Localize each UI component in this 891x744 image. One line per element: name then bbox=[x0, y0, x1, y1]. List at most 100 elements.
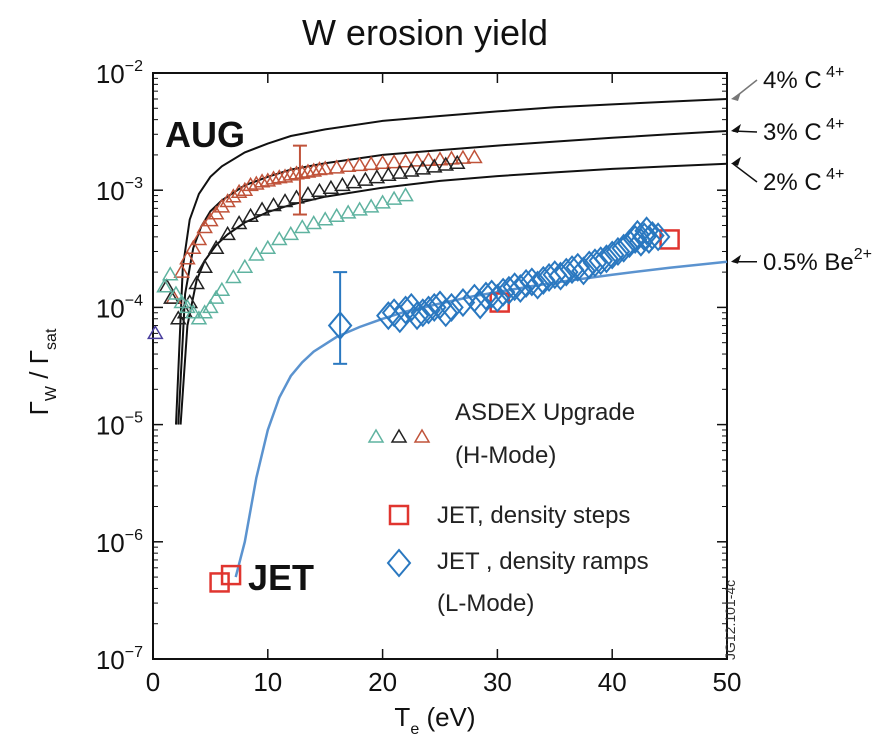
curve-label: 4% C 4+ bbox=[763, 64, 844, 94]
diamond-marker bbox=[640, 221, 665, 251]
triangle-marker bbox=[305, 214, 323, 230]
triangle-marker bbox=[282, 166, 300, 181]
triangle-marker bbox=[351, 201, 368, 216]
diamond-marker bbox=[548, 261, 573, 291]
triangle-marker bbox=[156, 278, 173, 293]
triangle-marker bbox=[236, 258, 254, 274]
curve-leader-arrowhead bbox=[731, 123, 741, 133]
curve-leader-arrowhead bbox=[731, 254, 741, 264]
diamond-marker bbox=[439, 292, 464, 322]
triangle-marker bbox=[362, 155, 380, 171]
triangle-marker bbox=[184, 239, 202, 254]
triangle-marker bbox=[339, 157, 357, 173]
triangle-marker bbox=[402, 162, 420, 177]
triangle-marker bbox=[219, 193, 236, 208]
legend-asdex-mode: (H-Mode) bbox=[455, 442, 556, 469]
triangle-marker bbox=[173, 294, 191, 309]
triangle-marker bbox=[207, 239, 225, 254]
x-tick-label: 30 bbox=[483, 667, 512, 697]
legend-jet-steps-label: JET, density steps bbox=[437, 502, 630, 529]
triangle-marker bbox=[351, 156, 368, 172]
aug-annotation: AUG bbox=[165, 114, 245, 155]
plot-border bbox=[152, 72, 728, 660]
legend-triangle-red bbox=[413, 428, 431, 443]
square-marker bbox=[220, 564, 242, 586]
triangle-marker bbox=[242, 176, 259, 192]
x-tick-label: 0 bbox=[146, 667, 160, 697]
triangle-marker bbox=[196, 219, 213, 234]
legend-triangle-black bbox=[390, 428, 408, 443]
triangle-marker bbox=[322, 179, 340, 194]
triangle-marker bbox=[167, 285, 185, 300]
triangle-marker bbox=[230, 214, 248, 230]
error-bars bbox=[292, 144, 348, 365]
triangle-marker bbox=[328, 207, 345, 222]
y-tick-label: 10−6 bbox=[96, 527, 143, 558]
triangle-marker bbox=[293, 164, 311, 179]
x-tick-label: 20 bbox=[368, 667, 397, 697]
curve-leader-arrowhead bbox=[731, 156, 741, 166]
triangle-marker bbox=[362, 198, 380, 213]
triangle-marker bbox=[188, 274, 205, 290]
legend-square-red bbox=[388, 504, 410, 526]
curve-label: 0.5% Be2+ bbox=[763, 246, 872, 276]
y-axis-label: ΓW / Γsat bbox=[24, 328, 60, 415]
triangle-marker bbox=[466, 149, 483, 164]
diamond-marker bbox=[393, 295, 418, 325]
triangle-marker bbox=[207, 289, 225, 304]
square-marker bbox=[659, 229, 680, 250]
triangle-marker bbox=[374, 154, 391, 169]
triangle-marker bbox=[311, 182, 328, 197]
triangle-marker bbox=[184, 304, 202, 319]
diamond-marker bbox=[599, 240, 625, 270]
curve-leader-arrowhead bbox=[731, 92, 741, 102]
diamond-marker bbox=[416, 295, 441, 325]
diamond-marker bbox=[525, 270, 550, 300]
curve-label: 2% C 4+ bbox=[763, 166, 844, 196]
triangle-marker bbox=[288, 189, 305, 204]
triangle-marker bbox=[163, 289, 180, 304]
triangle-marker bbox=[425, 158, 443, 173]
triangle-marker bbox=[270, 230, 288, 246]
triangle-marker bbox=[259, 172, 277, 187]
jet-annotation: JET bbox=[248, 557, 314, 598]
diamond-marker bbox=[410, 298, 436, 328]
triangle-marker bbox=[276, 193, 294, 208]
diamond-marker bbox=[485, 283, 510, 313]
triangle-marker bbox=[431, 151, 449, 166]
triangle-marker bbox=[408, 152, 426, 167]
diamond-marker bbox=[450, 288, 476, 318]
diamond-marker bbox=[605, 236, 631, 267]
triangle-marker bbox=[391, 164, 409, 179]
triangle-marker bbox=[443, 150, 460, 165]
triangle-marker bbox=[414, 160, 432, 175]
triangle-marker bbox=[248, 246, 265, 261]
diamond-marker bbox=[404, 301, 430, 331]
curve-labels: 4% C 4+ 3% C 4+ 2% C 4+ 0.5% Be2+ bbox=[731, 64, 872, 276]
diamond-marker bbox=[645, 222, 671, 252]
x-tick-label: 40 bbox=[598, 667, 627, 697]
model-curve bbox=[175, 98, 728, 425]
triangle-marker bbox=[202, 212, 219, 227]
triangle-marker bbox=[397, 153, 414, 168]
triangle-marker bbox=[368, 169, 386, 184]
triangle-marker bbox=[225, 268, 242, 284]
triangle-marker bbox=[420, 151, 437, 167]
triangle-marker bbox=[293, 219, 311, 234]
triangle-marker bbox=[230, 183, 248, 199]
triangle-marker bbox=[397, 187, 414, 202]
legend-triangle-teal bbox=[367, 428, 385, 443]
diamond-marker bbox=[594, 244, 619, 274]
plot-area bbox=[152, 72, 728, 660]
y-tick-label: 10−4 bbox=[96, 292, 143, 323]
y-tick-label: 10−5 bbox=[96, 410, 143, 441]
triangle-marker bbox=[374, 194, 391, 209]
triangle-marker bbox=[253, 173, 271, 188]
diamond-marker bbox=[553, 257, 579, 287]
diamond-marker bbox=[588, 246, 614, 276]
triangle-marker bbox=[196, 258, 213, 274]
y-tick-label: 10−2 bbox=[96, 58, 143, 89]
triangle-marker bbox=[339, 204, 357, 219]
triangle-marker bbox=[345, 174, 363, 189]
